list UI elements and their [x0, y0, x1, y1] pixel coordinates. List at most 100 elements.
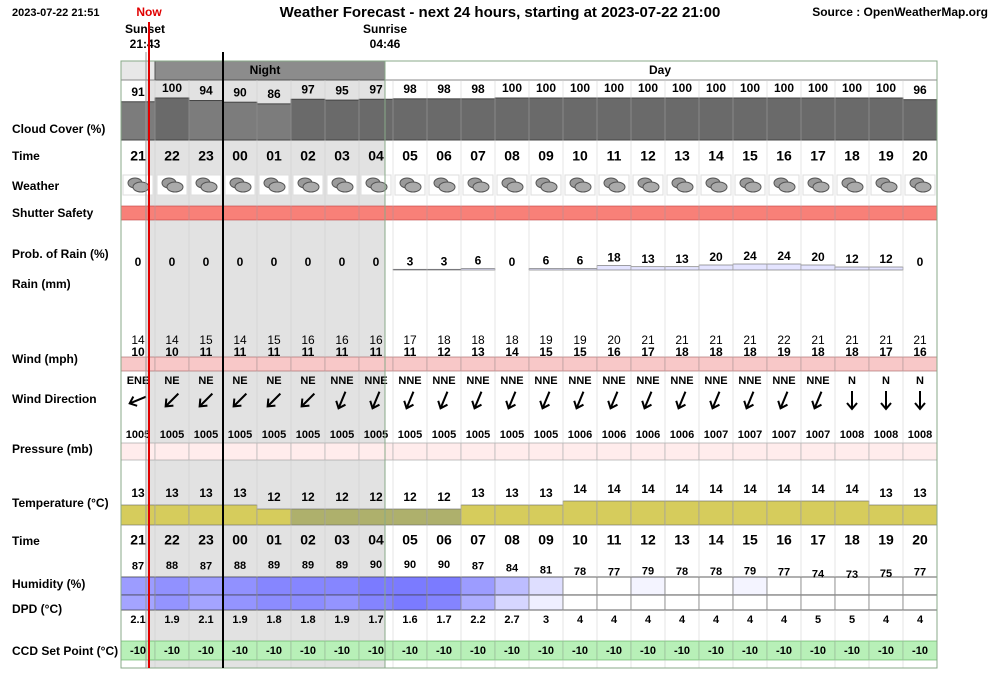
cloud-value: 100 — [842, 81, 862, 95]
hour: 10 — [572, 148, 588, 164]
wind-gust-value: 18 — [437, 333, 451, 347]
temperature-value: 14 — [845, 482, 859, 496]
rain-prob-value: 0 — [917, 255, 924, 269]
cloud-value: 100 — [808, 81, 828, 95]
wind-direction: NNE — [398, 375, 421, 387]
wind-gust-value: 16 — [369, 333, 383, 347]
cloud-value: 100 — [502, 81, 522, 95]
cloud-value: 98 — [471, 82, 485, 96]
dpd-value: 1.7 — [368, 614, 383, 626]
temperature-value: 12 — [267, 490, 281, 504]
row-label: Wind (mph) — [12, 352, 78, 366]
hour: 05 — [402, 148, 418, 164]
pressure-value: 1005 — [432, 429, 456, 441]
wind-gust-value: 21 — [709, 333, 723, 347]
cloud-shape — [404, 181, 422, 193]
temperature-bar — [664, 500, 700, 526]
wind-arrow — [403, 391, 415, 410]
wind-speed-value: 16 — [913, 345, 927, 359]
wind-speed-value: 11 — [336, 345, 349, 359]
sunset-label: Sunset — [125, 22, 165, 36]
ccd-value: -10 — [504, 645, 520, 657]
dpd-value: 4 — [781, 614, 788, 626]
cloud-value: 94 — [199, 84, 213, 98]
pressure-cell — [460, 442, 496, 461]
cloud-value: 100 — [638, 81, 658, 95]
wind-speed-value: 12 — [437, 345, 451, 359]
cloud-bar — [256, 103, 292, 141]
temperature-value: 14 — [573, 482, 587, 496]
temperature-value: 14 — [777, 482, 791, 496]
ccd-value: -10 — [334, 645, 350, 657]
temperature-bar — [324, 508, 360, 526]
arrow-shaft — [371, 391, 381, 409]
cloud-shape — [710, 181, 728, 193]
temperature-value: 13 — [131, 486, 145, 500]
cloud-shape — [846, 181, 864, 193]
weather-icon — [564, 174, 596, 196]
arrow-head — [369, 400, 380, 410]
wind-direction: NE — [198, 375, 213, 387]
wind-gust-value: 14 — [131, 333, 145, 347]
humidity-value: 77 — [778, 567, 790, 579]
weather-icon — [156, 174, 188, 196]
arrow-shaft — [405, 391, 415, 409]
arrow-shaft — [473, 391, 483, 409]
pressure-cell — [324, 442, 360, 461]
arrow-shaft — [300, 392, 316, 408]
wind-arrow — [641, 391, 653, 410]
pressure-value: 1007 — [772, 429, 796, 441]
wind-direction: NNE — [500, 375, 523, 387]
temperature-bar — [392, 508, 428, 526]
wind-arrow — [675, 391, 687, 410]
temperature-bar — [222, 504, 258, 526]
rain-prob-value: 0 — [169, 255, 176, 269]
temperature-bar — [358, 508, 394, 526]
rain-prob-value: 6 — [475, 254, 482, 268]
arrow-head — [573, 400, 584, 410]
weather-icon — [292, 174, 324, 196]
ccd-value: -10 — [538, 645, 554, 657]
dpd-value: 1.9 — [232, 614, 247, 626]
dpd-cell — [800, 594, 836, 611]
cloud-value: 90 — [233, 85, 247, 99]
rain-prob-value: 12 — [845, 252, 859, 266]
arrow-head — [641, 400, 652, 410]
row-label: Prob. of Rain (%) — [12, 247, 109, 261]
humidity-value: 89 — [336, 560, 348, 572]
dpd-value: 4 — [611, 614, 618, 626]
rain-prob-bar — [664, 266, 700, 271]
humidity-value: 78 — [574, 566, 586, 578]
cloud-shape — [676, 181, 694, 193]
hour: 19 — [878, 148, 894, 164]
temperature-value: 12 — [369, 490, 383, 504]
wind-speed-value: 10 — [165, 345, 179, 359]
hour: 19 — [878, 532, 894, 548]
wind-direction: NE — [300, 375, 315, 387]
wind-speed-value: 11 — [404, 345, 417, 359]
wind-gust-value: 19 — [573, 333, 587, 347]
cloud-shape — [574, 181, 592, 193]
arrow-head — [607, 400, 618, 410]
humidity-value: 88 — [166, 560, 178, 572]
wind-speed-value: 14 — [505, 345, 519, 359]
weather-icon — [598, 174, 630, 196]
humidity-cell — [562, 576, 598, 596]
ccd-value: -10 — [844, 645, 860, 657]
arrow-shaft — [745, 391, 755, 409]
wind-direction: NNE — [432, 375, 455, 387]
pressure-cell — [868, 442, 904, 461]
sunrise-label: Sunrise — [363, 22, 407, 36]
dpd-value: 5 — [815, 614, 821, 626]
hour: 18 — [844, 148, 860, 164]
row-label: Temperature (°C) — [12, 496, 109, 510]
wind-arrow — [811, 391, 823, 410]
weather-icon — [870, 174, 902, 196]
pressure-cell — [766, 442, 802, 461]
weather-icon — [360, 174, 392, 196]
hour: 00 — [232, 532, 248, 548]
hour: 18 — [844, 532, 860, 548]
dpd-value: 1.8 — [266, 614, 281, 626]
cloud-value: 97 — [301, 82, 315, 96]
pressure-cell — [290, 442, 326, 461]
